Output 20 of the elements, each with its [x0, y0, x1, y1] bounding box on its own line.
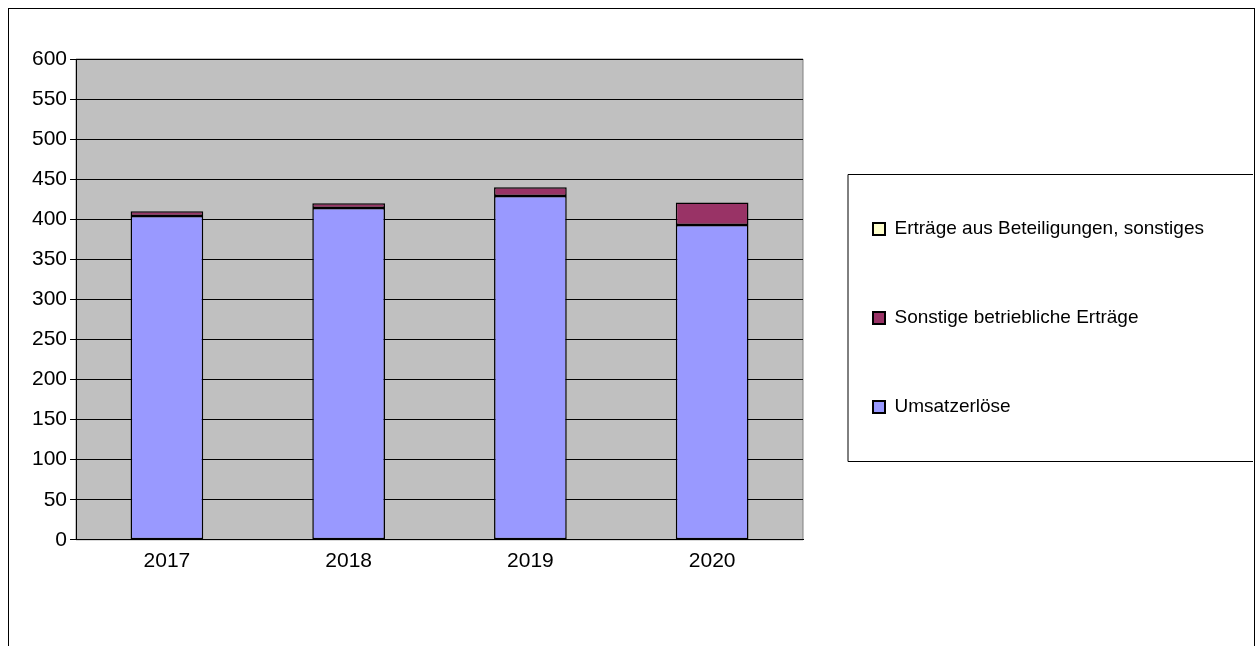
y-tick-label: 450 — [31, 166, 68, 189]
y-tick-label: 550 — [31, 85, 68, 109]
y-tick-label: 600 — [31, 45, 68, 69]
x-tick-label: 2018 — [325, 548, 373, 572]
y-tick-label: 200 — [31, 366, 68, 390]
x-tick-label: 2019 — [507, 548, 554, 572]
x-tick-label: 2017 — [143, 548, 191, 572]
y-tick-label: 100 — [31, 446, 68, 470]
y-tick-label: 300 — [31, 286, 68, 310]
y-tick-label: 400 — [31, 206, 68, 230]
legend-label: Sonstige betriebliche Erträge — [894, 306, 1139, 328]
y-tick-label: 0 — [55, 526, 68, 550]
y-tick-label: 250 — [31, 326, 68, 350]
legend-label: Erträge aus Beteiligungen, sonstiges — [894, 217, 1204, 239]
legend-label: Umsatzerlöse — [894, 395, 1011, 417]
y-tick-label: 500 — [31, 125, 68, 149]
x-tick-label: 2020 — [688, 548, 736, 572]
y-tick-label: 350 — [31, 246, 68, 270]
y-tick-label: 50 — [43, 486, 68, 510]
y-tick-label: 150 — [31, 406, 68, 430]
